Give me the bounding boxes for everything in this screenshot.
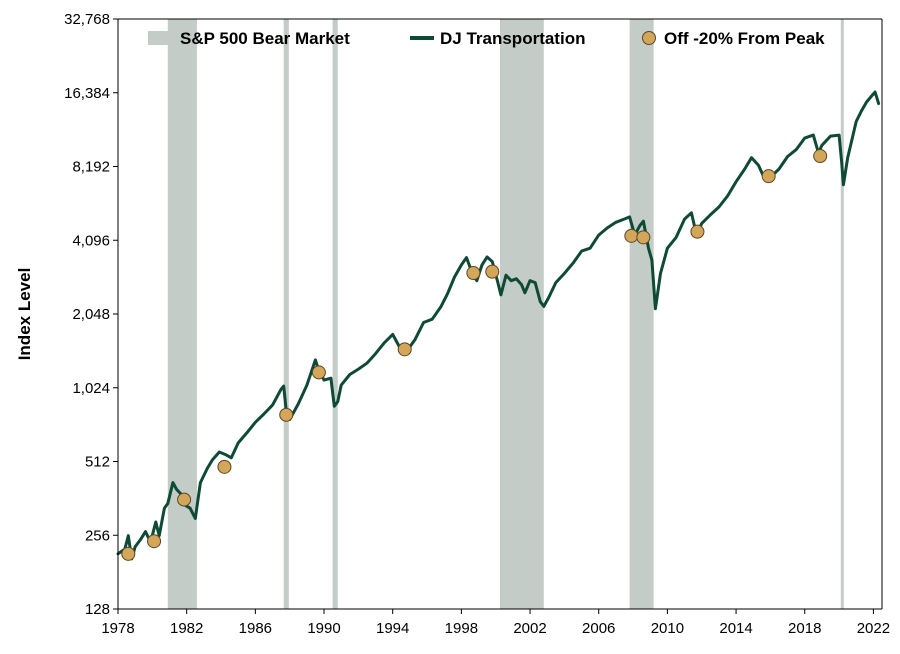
x-tick-label: 2022 bbox=[857, 620, 890, 637]
off-20-point-8 bbox=[466, 266, 481, 281]
bear-market-shading-layer bbox=[167, 19, 844, 609]
bear-market-band-6 bbox=[840, 19, 844, 609]
y-tick-label: 4,096 bbox=[72, 232, 110, 249]
x-tick-label: 2006 bbox=[582, 620, 615, 637]
off-20-point-5 bbox=[279, 407, 294, 422]
bear-market-band-4 bbox=[500, 19, 544, 609]
bear-market-band-5 bbox=[629, 19, 654, 609]
off-20-point-10 bbox=[624, 228, 639, 243]
off-20-point-13 bbox=[761, 169, 776, 184]
off-20-point-2 bbox=[147, 534, 162, 549]
legend-off-20-label: Off -20% From Peak bbox=[664, 29, 825, 48]
y-tick-label: 128 bbox=[85, 601, 110, 618]
legend-bear-market-label: S&P 500 Bear Market bbox=[180, 29, 350, 48]
off-20-point-3 bbox=[177, 492, 192, 507]
y-tick-label: 8,192 bbox=[72, 159, 110, 176]
bear-market-band-3 bbox=[332, 19, 338, 609]
y-tick-label: 2,048 bbox=[72, 306, 110, 323]
off-20-point-12 bbox=[690, 224, 705, 239]
y-tick-label: 1,024 bbox=[72, 380, 110, 397]
off-20-point-9 bbox=[485, 264, 500, 279]
y-axis-title: Index Level bbox=[15, 268, 34, 361]
y-tick-label: 512 bbox=[85, 454, 110, 471]
y-tick-label: 32,768 bbox=[64, 11, 110, 28]
x-tick-label: 1990 bbox=[307, 620, 340, 637]
bear-market-band-2 bbox=[283, 19, 289, 609]
legend-bear-market-swatch bbox=[148, 31, 174, 45]
off-20-point-4 bbox=[217, 459, 232, 474]
series-layer bbox=[116, 90, 881, 561]
legend: S&P 500 Bear Market DJ Transportation Of… bbox=[148, 29, 825, 48]
off-20-point-1 bbox=[121, 546, 136, 561]
bear-market-band-1 bbox=[167, 19, 197, 609]
x-axis-ticks: 1978 1982 1986 1990 1994 1998 2002 2006 2010 2014… bbox=[101, 609, 890, 637]
off-20-point-14 bbox=[813, 149, 828, 164]
y-tick-label: 16,384 bbox=[64, 85, 110, 102]
y-axis-ticks: 128 256 512 1,024 2,048 4,096 8,192 16,384 32,76… bbox=[64, 11, 118, 618]
x-tick-label: 2018 bbox=[788, 620, 821, 637]
x-tick-label: 1994 bbox=[376, 620, 409, 637]
x-tick-label: 2002 bbox=[513, 620, 546, 637]
off-20-point-6 bbox=[311, 365, 326, 380]
off-20-point-11 bbox=[636, 230, 651, 245]
x-tick-label: 1982 bbox=[170, 620, 203, 637]
dj-transportation-line bbox=[116, 90, 881, 561]
off-20-from-peak-points-layer bbox=[121, 149, 828, 561]
off-20-point-7 bbox=[397, 342, 412, 357]
legend-off-20-point-swatch bbox=[642, 31, 656, 45]
x-tick-label: 1986 bbox=[239, 620, 272, 637]
x-tick-label: 1978 bbox=[101, 620, 134, 637]
legend-dj-transportation-label: DJ Transportation bbox=[440, 29, 585, 48]
x-tick-label: 2010 bbox=[651, 620, 684, 637]
x-tick-label: 1998 bbox=[445, 620, 478, 637]
x-tick-label: 2014 bbox=[719, 620, 752, 637]
y-tick-label: 256 bbox=[85, 527, 110, 544]
